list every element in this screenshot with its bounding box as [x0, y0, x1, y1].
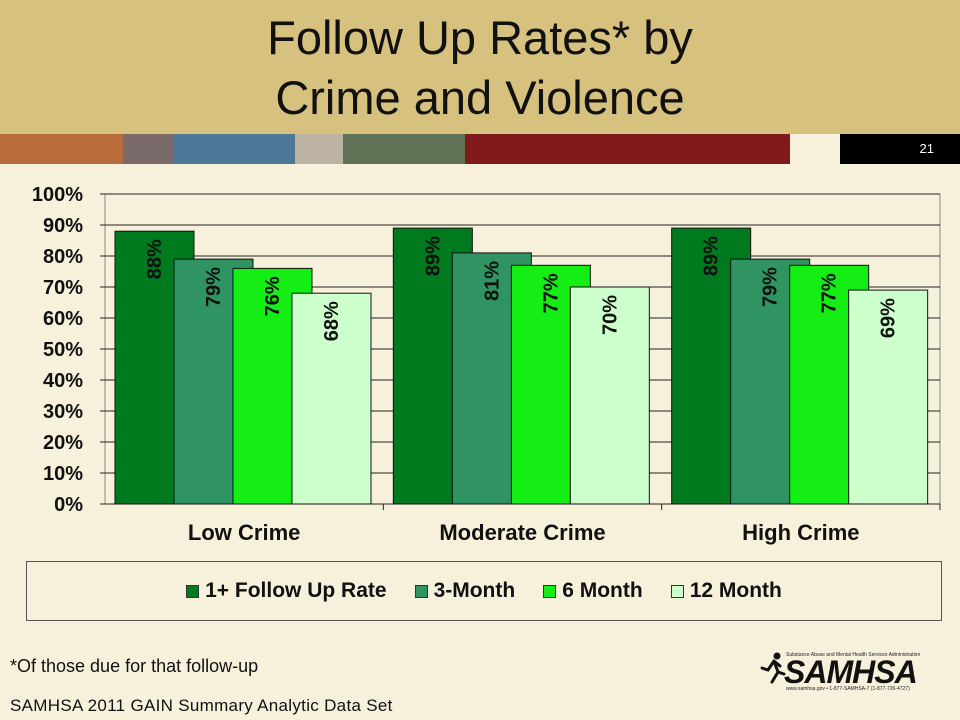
color-band-6 [465, 134, 790, 164]
y-tick-label: 60% [43, 308, 83, 330]
y-tick-label: 100% [32, 184, 83, 206]
data-label: 76% [262, 276, 284, 316]
y-tick-label: 90% [43, 215, 83, 237]
legend-entry: 6 Month [543, 579, 643, 603]
footnote: *Of those due for that follow-up [10, 656, 259, 676]
bar [291, 292, 372, 505]
logo-tagline: Substance Abuse and Mental Health Servic… [786, 652, 921, 658]
legend-label: 6 Month [562, 579, 643, 602]
data-label: 70% [599, 295, 621, 335]
legend-swatch [670, 584, 684, 598]
legend-entry: 1+ Follow Up Rate [186, 579, 387, 603]
data-label: 88% [144, 239, 166, 279]
x-tick-label: Low Crime [188, 520, 300, 545]
source-note: SAMHSA 2011 GAIN Summary Analytic Data S… [10, 696, 393, 715]
color-band-5 [343, 134, 465, 164]
data-label: 81% [481, 261, 503, 301]
y-tick-label: 30% [43, 401, 83, 423]
y-tick-label: 40% [43, 370, 83, 392]
legend-label: 12 Month [689, 579, 782, 602]
slide-title: Follow Up Rates* by Crime and Violence [0, 8, 960, 128]
color-band-1 [0, 134, 123, 164]
legend-swatch [543, 584, 557, 598]
y-tick-label: 20% [43, 432, 83, 454]
legend-entry: 3-Month [414, 579, 516, 603]
chart-legend: 1+ Follow Up Rate 3-Month 6 Month 12 Month [26, 561, 942, 621]
bar [569, 286, 650, 505]
color-band-4 [295, 134, 343, 164]
legend-label: 3-Month [433, 579, 516, 602]
data-label: 77% [540, 273, 562, 313]
samhsa-logo: Substance Abuse and Mental Health Servic… [760, 648, 950, 692]
bar [848, 289, 929, 505]
x-tick-label: High Crime [742, 520, 859, 545]
bar-chart: 0% 10% 20% 30% 40% 50% 60% 70% 80% 90% 100% 88% 79% 7… [32, 184, 941, 545]
header-bar: Follow Up Rates* by Crime and Violence [0, 0, 960, 134]
legend-entry: 12 Month [670, 579, 782, 603]
data-label: 77% [819, 273, 841, 313]
slide-number: 21 [840, 134, 960, 164]
data-label: 69% [878, 298, 900, 338]
title-line-1: Follow Up Rates* by [267, 11, 693, 64]
data-label: 89% [422, 236, 444, 276]
legend-swatch [186, 584, 200, 598]
x-tick-label: Moderate Crime [439, 520, 605, 545]
data-label: 68% [321, 301, 343, 341]
logo-text: SAMHSA [784, 654, 918, 690]
legend-label: 1+ Follow Up Rate [205, 579, 387, 602]
color-band-7 [790, 134, 840, 164]
color-band-2 [123, 134, 173, 164]
y-tick-label: 10% [43, 463, 83, 485]
logo-contact: www.samhsa.gov • 1-877-SAMHSA-7 (1-877-7… [786, 686, 910, 692]
running-figure-icon [760, 652, 786, 684]
y-tick-label: 80% [43, 246, 83, 268]
y-tick-label: 0% [54, 494, 83, 516]
data-label: 79% [203, 267, 225, 307]
data-label: 79% [760, 267, 782, 307]
y-tick-label: 50% [43, 339, 83, 361]
color-band-3 [173, 134, 295, 164]
legend-swatch [414, 584, 428, 598]
title-line-2: Crime and Violence [275, 71, 685, 124]
y-tick-label: 70% [43, 277, 83, 299]
data-label: 89% [701, 236, 723, 276]
